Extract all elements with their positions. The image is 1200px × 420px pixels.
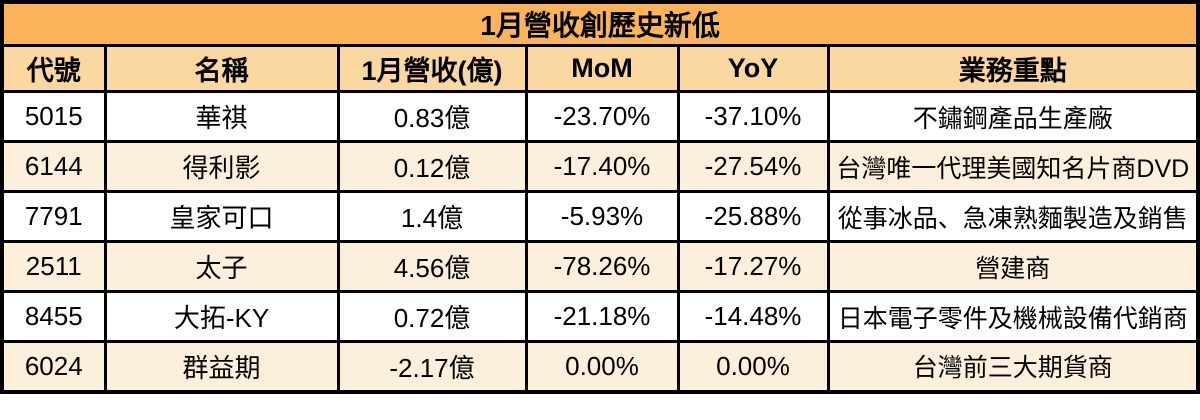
cell-name: 得利影 xyxy=(103,140,340,193)
cell-revenue: 0.72億 xyxy=(336,290,528,343)
table-row: 5015 華祺 0.83億 -23.70% -37.10% 不鏽鋼產品生產廠 xyxy=(0,90,1200,143)
cell-revenue: 4.56億 xyxy=(336,240,528,293)
cell-name: 大拓-KY xyxy=(103,290,340,343)
revenue-table: 1月營收創歷史新低 代號 名稱 1月營收(億) MoM YoY 業務重點 501… xyxy=(0,0,1200,394)
cell-name: 華祺 xyxy=(103,90,340,143)
table-title: 1月營收創歷史新低 xyxy=(0,0,1200,47)
cell-yoy: 0.00% xyxy=(676,340,830,394)
cell-revenue: 0.12億 xyxy=(336,140,528,193)
cell-mom: -78.26% xyxy=(524,240,680,293)
column-header-mom: MoM xyxy=(524,44,680,93)
cell-focus: 從事冰品、急凍熟麵製造及銷售 xyxy=(826,190,1200,243)
table-header-row: 代號 名稱 1月營收(億) MoM YoY 業務重點 xyxy=(0,44,1200,93)
cell-yoy: -37.10% xyxy=(676,90,830,143)
cell-mom: -5.93% xyxy=(524,190,680,243)
column-header-code: 代號 xyxy=(0,44,107,93)
cell-name: 皇家可口 xyxy=(103,190,340,243)
cell-revenue: 1.4億 xyxy=(336,190,528,243)
cell-revenue: -2.17億 xyxy=(336,340,528,394)
table-row: 8455 大拓-KY 0.72億 -21.18% -14.48% 日本電子零件及… xyxy=(0,290,1200,343)
cell-code: 2511 xyxy=(0,240,107,293)
table-row: 6024 群益期 -2.17億 0.00% 0.00% 台灣前三大期貨商 xyxy=(0,340,1200,394)
table-title-row: 1月營收創歷史新低 xyxy=(0,0,1200,47)
cell-mom: -21.18% xyxy=(524,290,680,343)
cell-mom: -17.40% xyxy=(524,140,680,193)
cell-yoy: -17.27% xyxy=(676,240,830,293)
cell-mom: 0.00% xyxy=(524,340,680,394)
cell-revenue: 0.83億 xyxy=(336,90,528,143)
table-row: 2511 太子 4.56億 -78.26% -17.27% 營建商 xyxy=(0,240,1200,293)
cell-yoy: -14.48% xyxy=(676,290,830,343)
cell-focus: 台灣前三大期貨商 xyxy=(826,340,1200,394)
cell-name: 太子 xyxy=(103,240,340,293)
column-header-revenue: 1月營收(億) xyxy=(336,44,528,93)
cell-focus: 不鏽鋼產品生產廠 xyxy=(826,90,1200,143)
cell-mom: -23.70% xyxy=(524,90,680,143)
column-header-yoy: YoY xyxy=(676,44,830,93)
cell-code: 5015 xyxy=(0,90,107,143)
cell-code: 6024 xyxy=(0,340,107,394)
cell-focus: 台灣唯一代理美國知名片商DVD xyxy=(826,140,1200,193)
cell-code: 7791 xyxy=(0,190,107,243)
cell-focus: 日本電子零件及機械設備代銷商 xyxy=(826,290,1200,343)
cell-code: 8455 xyxy=(0,290,107,343)
table-row: 6144 得利影 0.12億 -17.40% -27.54% 台灣唯一代理美國知… xyxy=(0,140,1200,193)
cell-yoy: -25.88% xyxy=(676,190,830,243)
cell-code: 6144 xyxy=(0,140,107,193)
cell-yoy: -27.54% xyxy=(676,140,830,193)
column-header-name: 名稱 xyxy=(103,44,340,93)
table-row: 7791 皇家可口 1.4億 -5.93% -25.88% 從事冰品、急凍熟麵製… xyxy=(0,190,1200,243)
cell-focus: 營建商 xyxy=(826,240,1200,293)
column-header-focus: 業務重點 xyxy=(826,44,1200,93)
cell-name: 群益期 xyxy=(103,340,340,394)
